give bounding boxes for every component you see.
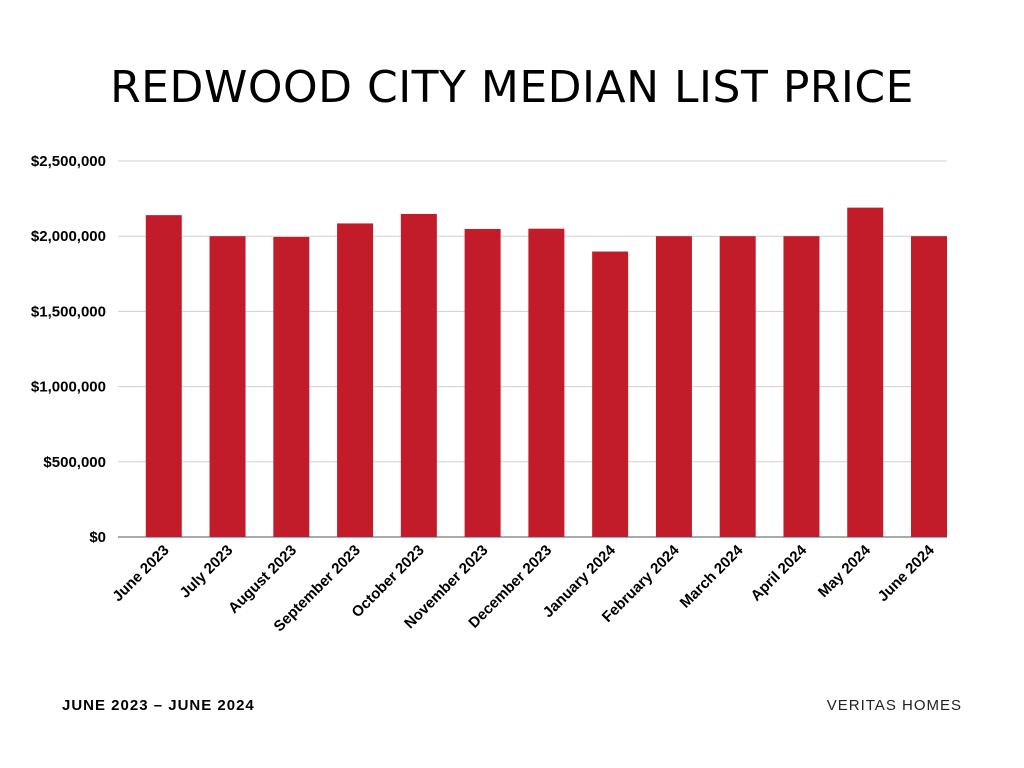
- bars: [145, 207, 947, 538]
- bar: [783, 236, 820, 537]
- y-tick-label: $2,500,000: [31, 153, 106, 170]
- x-tick-label: March 2024: [677, 541, 747, 611]
- x-tick-label: April 2024: [748, 541, 811, 604]
- bar: [337, 223, 374, 537]
- y-tick-label: $1,500,000: [31, 303, 106, 320]
- y-tick-label: $2,000,000: [31, 228, 106, 245]
- bar: [273, 236, 310, 537]
- y-tick-label: $500,000: [43, 454, 106, 471]
- bar: [209, 236, 246, 537]
- bar: [719, 236, 756, 537]
- bar: [464, 228, 501, 537]
- brand-name: VERITAS HOMES: [826, 697, 962, 714]
- bar: [528, 228, 565, 537]
- y-tick-label: $1,000,000: [31, 379, 106, 396]
- chart-title: REDWOOD CITY MEDIAN LIST PRICE: [110, 62, 914, 113]
- bar: [655, 236, 692, 537]
- bar: [592, 251, 629, 537]
- bar: [400, 213, 437, 537]
- x-tick-label: July 2023: [177, 542, 237, 602]
- x-tick-label: June 2023: [109, 542, 172, 605]
- bar: [847, 207, 884, 537]
- y-axis-ticks: $0 $500,000 $1,000,000 $1,500,000 $2,000,000…: [31, 153, 106, 546]
- x-tick-label: June 2024: [875, 541, 939, 605]
- bar: [911, 236, 947, 537]
- x-tick-label: May 2024: [815, 541, 875, 601]
- y-tick-label: $0: [89, 529, 106, 546]
- date-range-caption: JUNE 2023 – JUNE 2024: [62, 697, 255, 714]
- bar: [145, 215, 182, 538]
